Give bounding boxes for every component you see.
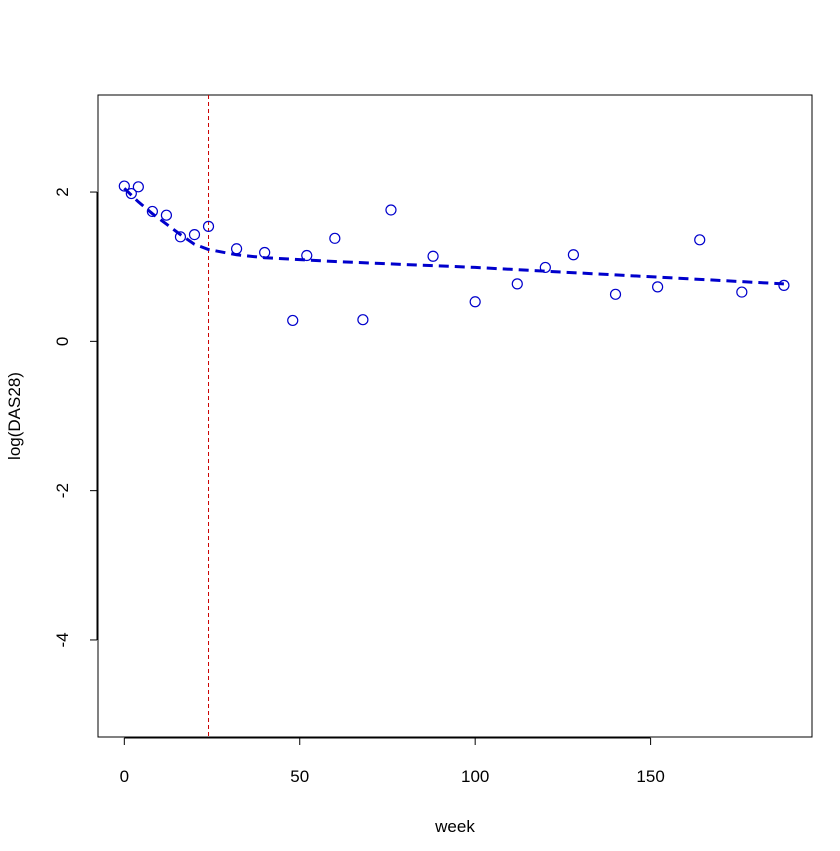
x-tick-label: 0	[120, 767, 129, 786]
fitted-line-group	[123, 187, 784, 286]
data-point	[427, 250, 439, 262]
data-point	[329, 232, 341, 244]
x-axis-label: week	[434, 817, 475, 836]
data-point	[567, 249, 580, 261]
y-tick-label: 0	[53, 337, 72, 346]
data-point	[609, 288, 622, 300]
y-axis: -4 -2 0 2	[53, 187, 98, 648]
x-tick-label: 50	[290, 767, 309, 786]
data-point	[539, 261, 551, 274]
y-tick-label: 2	[53, 187, 72, 196]
data-point	[736, 286, 748, 298]
data-point	[357, 314, 369, 326]
points-group	[118, 180, 790, 327]
data-point	[511, 278, 523, 290]
data-point	[287, 314, 299, 327]
plot-box	[97, 94, 813, 738]
data-point	[125, 187, 137, 200]
data-point	[694, 234, 706, 246]
fitted-line	[123, 187, 784, 286]
data-point	[202, 220, 215, 232]
data-point	[160, 209, 173, 221]
data-point	[469, 296, 481, 308]
data-point	[132, 181, 144, 193]
data-point	[778, 279, 790, 291]
y-tick-label: -4	[53, 632, 72, 647]
data-point	[259, 246, 271, 259]
x-tick-label: 150	[636, 767, 664, 786]
data-point	[652, 281, 664, 293]
data-point	[118, 180, 130, 192]
data-point	[188, 228, 201, 241]
data-point	[230, 243, 243, 255]
x-tick-label: 100	[461, 767, 489, 786]
x-axis: 0 50 100 150	[120, 737, 665, 786]
y-tick-label: -2	[53, 483, 72, 498]
data-point	[174, 231, 187, 243]
y-axis-label: log(DAS28)	[5, 372, 24, 460]
data-point	[385, 204, 397, 216]
data-point	[146, 205, 158, 218]
data-point	[301, 249, 313, 262]
